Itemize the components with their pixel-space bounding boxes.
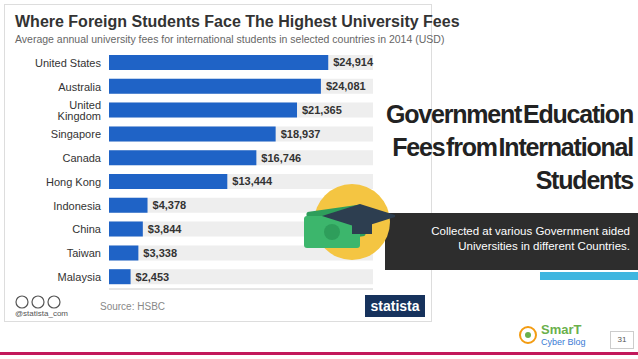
svg-text:$13,444: $13,444 <box>232 175 273 187</box>
svg-text:$3,844: $3,844 <box>148 223 183 235</box>
html-text:Cyber Blog: Cyber Blog <box>541 337 586 347</box>
html-text:Government Education Fees from: Government Education Fees from Internati… <box>386 100 633 194</box>
svg-text:Singapore: Singapore <box>51 128 101 140</box>
svg-text:China: China <box>72 223 102 235</box>
html-text:SmarT: SmarT <box>541 322 582 337</box>
html-text:@statista_com: @statista_com <box>15 309 68 318</box>
html-text:Collected at various Governmen: Collected at various Government aided Un… <box>431 225 630 252</box>
html-text:Where Foreign Students Face Th: Where Foreign Students Face The Highest … <box>15 13 460 30</box>
svg-text:$3,338: $3,338 <box>143 247 177 259</box>
svg-text:Taiwan: Taiwan <box>67 247 101 259</box>
html-text:Average annual university fees: Average annual university fees for inter… <box>15 33 445 45</box>
svg-text:$4,378: $4,378 <box>153 199 187 211</box>
svg-text:Malaysia: Malaysia <box>58 271 102 283</box>
svg-text:Hong Kong: Hong Kong <box>46 176 101 188</box>
html-text:statista: statista <box>370 298 420 314</box>
svg-text:$2,453: $2,453 <box>136 271 170 283</box>
svg-text:$21,365: $21,365 <box>302 104 342 116</box>
html-text:31: 31 <box>617 335 627 344</box>
svg-text:UnitedKingdom: UnitedKingdom <box>58 99 101 122</box>
svg-text:$24,081: $24,081 <box>326 80 366 92</box>
svg-text:Indonesia: Indonesia <box>53 200 102 212</box>
svg-text:$18,937: $18,937 <box>281 128 321 140</box>
svg-text:$24,914: $24,914 <box>333 56 374 68</box>
html-text:Source: HSBC: Source: HSBC <box>100 301 165 312</box>
svg-text:Australia: Australia <box>58 81 102 93</box>
svg-text:$16,746: $16,746 <box>261 152 301 164</box>
svg-text:United States: United States <box>35 57 102 69</box>
svg-text:Canada: Canada <box>62 152 101 164</box>
